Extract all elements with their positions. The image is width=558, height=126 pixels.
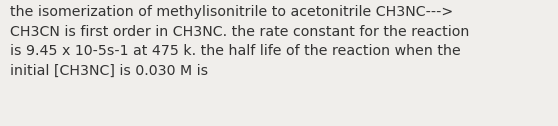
Text: the isomerization of methylisonitrile to acetonitrile CH3NC--->
CH3CN is first o: the isomerization of methylisonitrile to… <box>10 5 469 77</box>
